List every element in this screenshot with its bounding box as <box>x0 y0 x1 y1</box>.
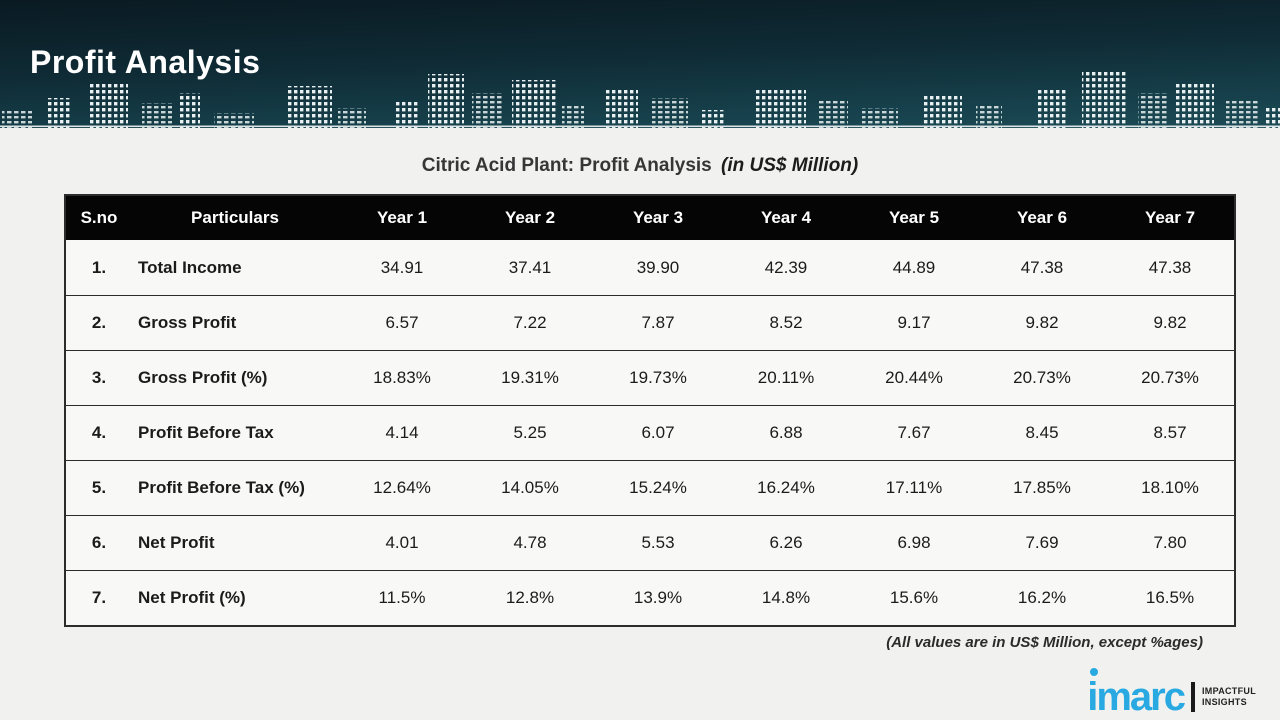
value-cell: 16.5% <box>1145 588 1195 607</box>
column-header-year-7: Year 7 <box>1144 208 1196 227</box>
value-cell: 18.83% <box>373 368 431 387</box>
value-cell: 11.5% <box>378 588 426 607</box>
footnote: (All values are in US$ Million, except %… <box>886 634 1203 651</box>
value-cell: 12.64% <box>373 478 431 497</box>
imarc-logo-text: imarc <box>1087 675 1186 719</box>
value-cell: 8.52 <box>769 313 803 332</box>
value-cell: 6.98 <box>897 533 931 552</box>
column-header-particulars: Particulars <box>191 208 279 227</box>
value-cell: 9.82 <box>1025 313 1059 332</box>
table-row: 1. Total Income 34.91 37.41 39.90 42.39 44.89 4… <box>66 240 1234 295</box>
imarc-logo: imarc IMPACTFUL INSIGHTS <box>1087 668 1256 719</box>
value-cell: 16.2% <box>1017 588 1067 607</box>
value-cell: 12.8% <box>505 588 555 607</box>
header-banner: Profit Analysis <box>0 0 1280 128</box>
table-row: 2. Gross Profit 6.57 7.22 7.87 8.52 9.17 9.82 9.… <box>66 295 1234 350</box>
value-cell: 15.24% <box>629 478 687 497</box>
column-header-year-1: Year 1 <box>376 208 428 227</box>
value-cell: 39.90 <box>636 257 680 277</box>
row-number-cell: 3. <box>91 368 107 387</box>
value-cell: 17.85% <box>1013 478 1071 497</box>
row-number-cell: 5. <box>91 478 107 497</box>
particular-cell: Gross Profit (%) <box>138 368 268 387</box>
slide-content: Citric Acid Plant: Profit Analysis (in U… <box>0 128 1280 720</box>
logo-divider <box>1190 682 1195 712</box>
row-number-cell: 6. <box>91 533 107 552</box>
column-header-year-3: Year 3 <box>632 208 684 227</box>
value-cell: 37.41 <box>508 257 552 277</box>
table-header-row: S.no Particulars Year 1 Year 2 Year 3 Year 4 Y… <box>66 196 1234 240</box>
value-cell: 6.88 <box>769 423 803 442</box>
value-cell: 20.44% <box>885 368 943 387</box>
value-cell: 4.78 <box>513 533 547 552</box>
column-header-year-4: Year 4 <box>760 208 812 227</box>
column-header-year-6: Year 6 <box>1016 208 1068 227</box>
value-cell: 6.26 <box>769 533 803 552</box>
column-header-year-2: Year 2 <box>504 208 556 227</box>
value-cell: 4.14 <box>385 423 419 442</box>
value-cell: 7.69 <box>1025 533 1059 552</box>
value-cell: 5.53 <box>641 533 675 552</box>
value-cell: 20.73% <box>1141 368 1199 387</box>
row-number-cell: 4. <box>91 423 107 442</box>
row-number-cell: 7. <box>91 588 107 607</box>
value-cell: 14.05% <box>501 478 559 497</box>
table-row: 3. Gross Profit (%) 18.83% 19.31% 19.73% 20.1… <box>66 350 1234 405</box>
column-header-year-5: Year 5 <box>888 208 940 227</box>
value-cell: 17.11% <box>885 478 943 497</box>
value-cell: 18.10% <box>1141 478 1199 497</box>
value-cell: 15.6% <box>889 588 939 607</box>
table-title-unit: (in US$ Million) <box>721 155 859 176</box>
value-cell: 34.91 <box>380 257 424 277</box>
table-title: Citric Acid Plant: Profit Analysis (in U… <box>0 155 1280 177</box>
value-cell: 9.17 <box>897 313 931 332</box>
value-cell: 14.8% <box>761 588 811 607</box>
value-cell: 13.9% <box>633 588 683 607</box>
value-cell: 7.22 <box>513 313 547 332</box>
value-cell: 47.38 <box>1148 257 1192 277</box>
value-cell: 8.45 <box>1025 423 1059 442</box>
value-cell: 7.80 <box>1153 533 1187 552</box>
table-row: 4. Profit Before Tax 4.14 5.25 6.07 6.88 7.67 8… <box>66 405 1234 460</box>
value-cell: 20.73% <box>1013 368 1071 387</box>
table-body: 1. Total Income 34.91 37.41 39.90 42.39 44.89 4… <box>66 240 1234 625</box>
value-cell: 16.24% <box>757 478 815 497</box>
logo-tagline: IMPACTFUL INSIGHTS <box>1202 686 1256 709</box>
particular-cell: Gross Profit <box>138 313 237 332</box>
table-row: 6. Net Profit 4.01 4.78 5.53 6.26 6.98 7.69 7.80 <box>66 515 1234 570</box>
value-cell: 20.11% <box>757 368 815 387</box>
row-number-cell: 1. <box>91 257 107 277</box>
value-cell: 7.67 <box>897 423 931 442</box>
table-title-main: Citric Acid Plant: Profit Analysis <box>421 155 712 176</box>
city-skyline-graphic <box>0 70 1280 128</box>
value-cell: 4.01 <box>385 533 419 552</box>
table-row: 7. Net Profit (%) 11.5% 12.8% 13.9% 14.8% 15.6… <box>66 570 1234 625</box>
particular-cell: Profit Before Tax (%) <box>138 478 305 497</box>
value-cell: 44.89 <box>892 257 936 277</box>
page-title: Profit Analysis <box>30 44 261 80</box>
logo-i-dot-icon <box>1090 668 1099 676</box>
value-cell: 5.25 <box>513 423 547 442</box>
value-cell: 42.39 <box>764 257 808 277</box>
profit-analysis-table: S.no Particulars Year 1 Year 2 Year 3 Year 4 Y… <box>64 194 1236 627</box>
particular-cell: Net Profit (%) <box>138 588 246 607</box>
row-number-cell: 2. <box>91 313 107 332</box>
logo-tagline-line1: IMPACTFUL <box>1201 685 1256 696</box>
table-row: 5. Profit Before Tax (%) 12.64% 14.05% 15.24… <box>66 460 1234 515</box>
logo-tagline-line2: INSIGHTS <box>1201 697 1247 707</box>
value-cell: 9.82 <box>1153 313 1187 332</box>
value-cell: 19.31% <box>501 368 559 387</box>
value-cell: 7.87 <box>641 313 675 332</box>
column-header-s-no: S.no <box>80 208 118 227</box>
particular-cell: Total Income <box>138 257 242 277</box>
value-cell: 6.57 <box>385 313 419 332</box>
particular-cell: Profit Before Tax <box>138 423 274 442</box>
value-cell: 19.73% <box>629 368 687 387</box>
value-cell: 8.57 <box>1153 423 1187 442</box>
particular-cell: Net Profit <box>138 533 215 552</box>
value-cell: 6.07 <box>641 423 675 442</box>
value-cell: 47.38 <box>1020 257 1064 277</box>
